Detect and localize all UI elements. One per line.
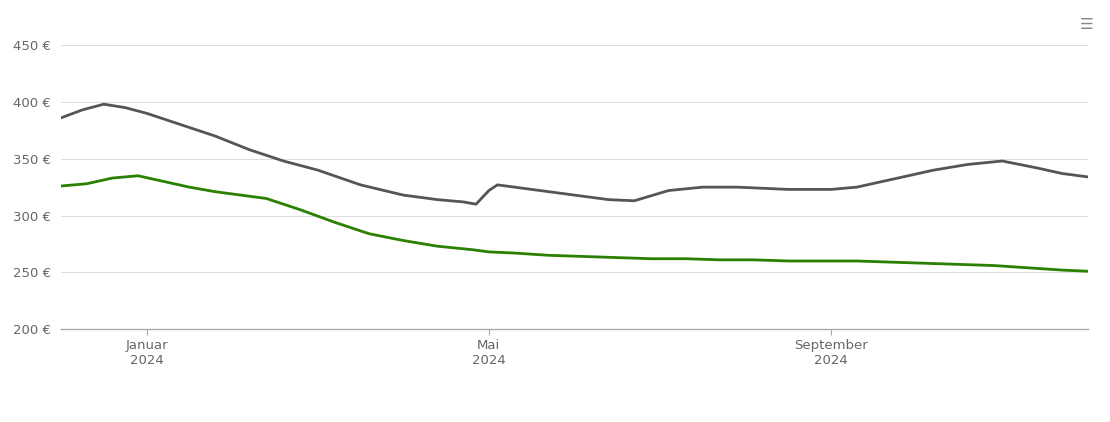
Text: ☰: ☰ bbox=[1080, 17, 1093, 32]
